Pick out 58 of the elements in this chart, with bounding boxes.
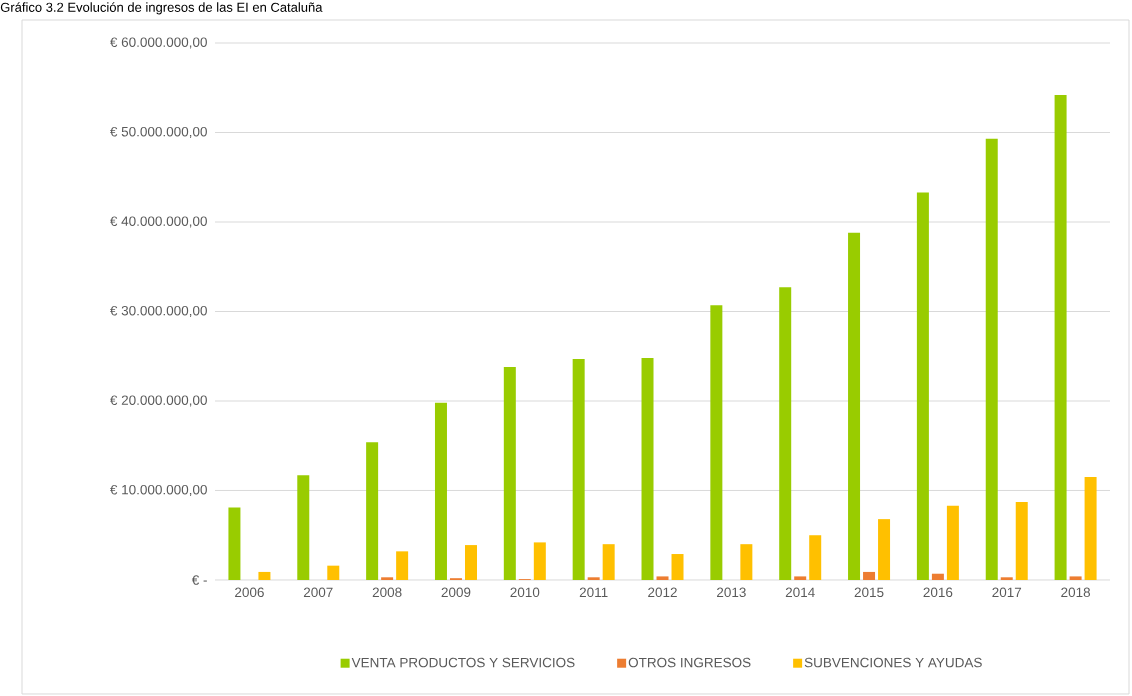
- x-tick-label: 2007: [303, 587, 333, 598]
- legend-label: OTROS INGRESOS: [628, 657, 751, 668]
- x-tick-label: 2014: [785, 587, 815, 598]
- bar: [396, 551, 409, 580]
- x-tick-label: 2008: [372, 587, 402, 598]
- bar: [366, 442, 379, 580]
- bar: [327, 565, 340, 580]
- bar: [1000, 577, 1013, 580]
- x-tick-label: 2006: [235, 587, 264, 598]
- x-tick-label: 2017: [992, 587, 1022, 598]
- bar: [656, 576, 669, 580]
- bar: [434, 402, 447, 580]
- x-tick-label: 2010: [510, 587, 540, 598]
- bar: [228, 507, 241, 580]
- bar: [381, 577, 394, 580]
- bar: [779, 287, 792, 580]
- bar: [916, 192, 929, 580]
- y-tick-label: € 40.000.000,00: [110, 216, 207, 228]
- y-tick-label: € 60.000.000,00: [110, 37, 207, 49]
- y-tick-label: € 30.000.000,00: [110, 305, 207, 318]
- legend-label: SUBVENCIONES Y AYUDAS: [804, 657, 982, 668]
- bar: [587, 577, 600, 580]
- bar: [878, 519, 891, 580]
- bar: [602, 544, 615, 580]
- bar: [671, 554, 684, 580]
- bar: [794, 576, 807, 580]
- bar: [641, 358, 654, 580]
- bar: [572, 358, 585, 580]
- y-tick-label: € 10.000.000,00: [110, 484, 207, 497]
- bar: [533, 542, 546, 580]
- x-tick-label: 2011: [579, 587, 608, 598]
- legend-label: VENTA PRODUCTOS Y SERVICIOS: [351, 657, 575, 668]
- bar: [710, 305, 723, 580]
- x-tick-label: 2009: [441, 587, 471, 598]
- bar: [297, 475, 310, 580]
- bar: [503, 366, 516, 580]
- bar: [1015, 502, 1028, 580]
- bar: [848, 232, 861, 580]
- bar: [464, 545, 477, 580]
- bar: [985, 138, 998, 580]
- y-tick-label: € 50.000.000,00: [110, 126, 207, 139]
- bar: [258, 571, 271, 580]
- bar: [1054, 94, 1067, 580]
- bar: [1069, 576, 1082, 580]
- y-tick-label: € 20.000.000,00: [110, 395, 207, 407]
- bar: [740, 544, 753, 580]
- x-tick-label: 2018: [1061, 587, 1091, 598]
- bar: [946, 505, 959, 580]
- x-tick-label: 2015: [854, 587, 884, 598]
- y-tick-label: € -: [191, 575, 207, 585]
- bar: [931, 573, 944, 580]
- bar: [1084, 477, 1097, 580]
- x-tick-label: 2012: [648, 587, 677, 598]
- chart-title: Gráfico 3.2 Evolución de ingresos de las EI en Cataluña: [0, 2, 323, 15]
- x-tick-label: 2016: [923, 587, 953, 598]
- bar: [863, 571, 876, 580]
- bar: [809, 535, 822, 580]
- x-tick-label: 2013: [717, 587, 746, 598]
